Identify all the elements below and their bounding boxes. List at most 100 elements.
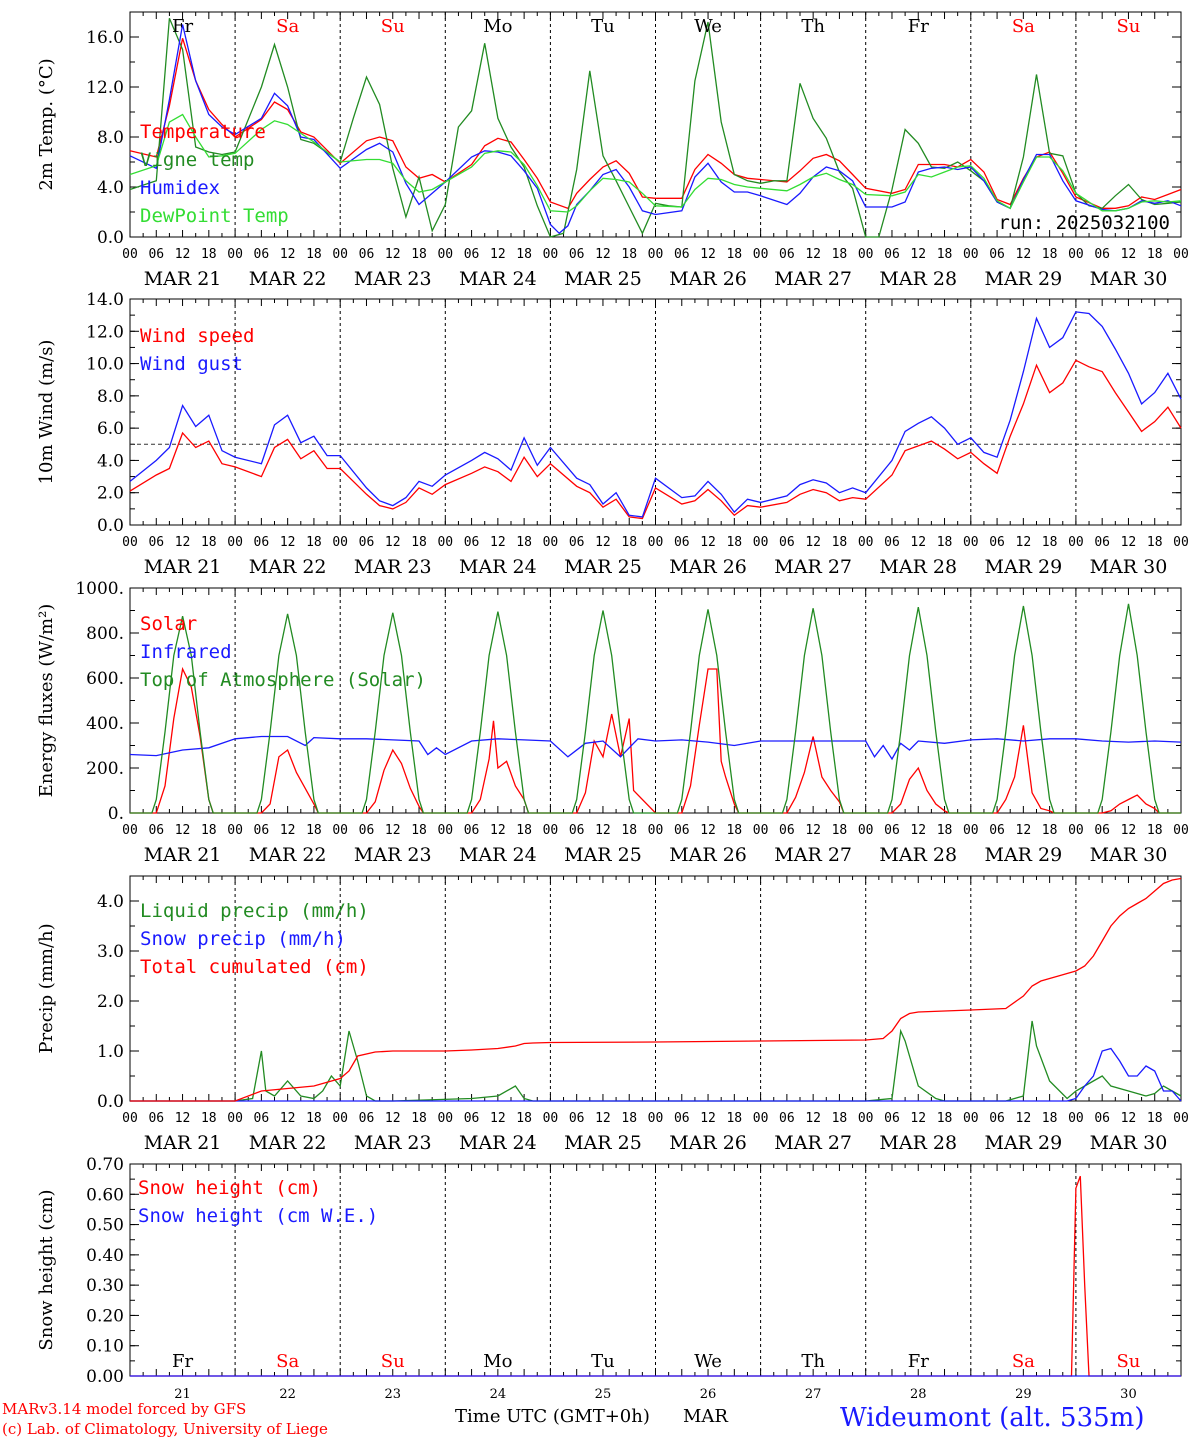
hour-tick-label: 00 xyxy=(227,823,243,838)
hour-tick-label: 00 xyxy=(543,1111,559,1126)
y-tick-label: 1.0 xyxy=(97,1042,124,1062)
legend: Snow height (cm) Snow height (cm W.E.) xyxy=(138,1177,378,1227)
hour-tick-label: 06 xyxy=(148,823,164,838)
credit-line-2: (c) Lab. of Climatology, University of L… xyxy=(2,1420,328,1438)
hour-tick-label: 12 xyxy=(175,823,191,838)
hour-tick-label: 00 xyxy=(1173,1111,1189,1126)
hour-tick-label: 12 xyxy=(385,1111,401,1126)
date-label: MAR 22 xyxy=(249,844,327,866)
date-label: MAR 24 xyxy=(459,1132,537,1154)
date-label: MAR 23 xyxy=(354,1132,432,1154)
hour-tick-label: 00 xyxy=(437,247,453,262)
date-label: MAR 29 xyxy=(984,1132,1062,1154)
hour-tick-label: 12 xyxy=(700,823,716,838)
y-tick-label: 12.0 xyxy=(86,322,124,342)
y-axis: 0.0 4.0 8.0 12.0 16.0 xyxy=(86,11,1181,248)
hour-tick-label: 06 xyxy=(359,247,375,262)
hour-tick-label: 06 xyxy=(779,823,795,838)
hour-tick-label: 18 xyxy=(621,823,637,838)
hour-tick-label: 18 xyxy=(411,823,427,838)
station-name: Wideumont (alt. 535m) xyxy=(840,1403,1144,1433)
hour-tick-label: 18 xyxy=(937,247,953,262)
y-tick-label: 0.30 xyxy=(86,1276,124,1296)
series-line-wind-speed xyxy=(129,359,1182,520)
date-label: MAR 24 xyxy=(459,268,537,290)
day-number: 26 xyxy=(700,1387,717,1402)
date-label: MAR 21 xyxy=(144,556,222,578)
hour-tick-label: 18 xyxy=(411,1111,427,1126)
hour-tick-label: 18 xyxy=(1147,535,1163,550)
y-tick-label: 1000. xyxy=(75,579,124,599)
hour-tick-label: 18 xyxy=(306,823,322,838)
series-line-snow-precip-mm-h- xyxy=(130,1047,1182,1102)
y-axis: 0.0 1.0 2.0 3.0 4.0 xyxy=(97,875,1181,1112)
legend-entry: Infrared xyxy=(140,641,232,663)
hour-tick-label: 18 xyxy=(621,247,637,262)
hour-tick-label: 00 xyxy=(543,535,559,550)
date-label: MAR 21 xyxy=(144,844,222,866)
hour-tick-label: 18 xyxy=(1147,247,1163,262)
hour-tick-label: 00 xyxy=(963,247,979,262)
hour-tick-label: 00 xyxy=(753,247,769,262)
day-number: 25 xyxy=(595,1387,612,1402)
series-line-total-cumulated-cm- xyxy=(130,877,1182,1102)
hour-tick-label: 06 xyxy=(884,535,900,550)
legend-entry: Wind speed xyxy=(140,325,254,347)
hour-tick-label: 18 xyxy=(306,247,322,262)
hour-tick-label: 12 xyxy=(700,247,716,262)
x-axis: 00 06 12 18 00 06 12 18 00 06 12 18 00 06 12 18 00 06 12 18… xyxy=(122,1111,1189,1154)
date-label: MAR 28 xyxy=(879,556,957,578)
hour-tick-label: 12 xyxy=(595,535,611,550)
hour-tick-label: 12 xyxy=(175,247,191,262)
date-label: MAR 25 xyxy=(564,1132,642,1154)
hour-tick-label: 12 xyxy=(280,1111,296,1126)
hour-tick-label: 06 xyxy=(674,1111,690,1126)
day-number: 24 xyxy=(490,1387,507,1402)
hour-tick-label: 18 xyxy=(516,535,532,550)
weekday-label: Su xyxy=(381,1351,405,1372)
hour-tick-label: 06 xyxy=(989,1111,1005,1126)
hour-tick-label: 12 xyxy=(910,247,926,262)
date-label: MAR 26 xyxy=(669,268,747,290)
date-label: MAR 25 xyxy=(564,844,642,866)
y-tick-label: 800. xyxy=(86,624,124,644)
hour-tick-label: 06 xyxy=(359,535,375,550)
hour-tick-label: 00 xyxy=(1173,823,1189,838)
day-number: 23 xyxy=(384,1387,401,1402)
weekday-label: Fr xyxy=(908,16,929,37)
date-label: MAR 27 xyxy=(774,268,852,290)
weekday-label: Tu xyxy=(591,1351,615,1372)
hour-tick-label: 18 xyxy=(621,1111,637,1126)
hour-tick-label: 18 xyxy=(832,823,848,838)
hour-tick-label: 12 xyxy=(280,535,296,550)
hour-tick-label: 12 xyxy=(805,823,821,838)
hour-tick-label: 00 xyxy=(1068,1111,1084,1126)
date-label: MAR 26 xyxy=(669,844,747,866)
y-axis-title: Precip (mm/h) xyxy=(36,923,57,1053)
hour-tick-label: 18 xyxy=(306,535,322,550)
x-axis: 00 06 12 18 00 06 12 18 00 06 12 18 00 06 12 18 00 06 12 18… xyxy=(122,247,1189,290)
hour-tick-label: 00 xyxy=(1068,823,1084,838)
hour-tick-label: 06 xyxy=(254,247,270,262)
y-tick-label: 12.0 xyxy=(86,78,124,98)
hour-tick-label: 18 xyxy=(411,535,427,550)
hour-tick-label: 12 xyxy=(1016,1111,1032,1126)
hour-tick-label: 06 xyxy=(884,247,900,262)
weekday-label: We xyxy=(694,1351,722,1372)
hour-tick-label: 12 xyxy=(385,535,401,550)
hour-tick-label: 18 xyxy=(1147,823,1163,838)
hour-tick-label: 00 xyxy=(858,1111,874,1126)
hour-tick-label: 06 xyxy=(674,823,690,838)
weekday-label: Sa xyxy=(276,16,299,37)
hour-tick-label: 06 xyxy=(569,823,585,838)
y-axis: 0.00 0.10 0.20 0.30 0.40 0.50 0.60 0.70 xyxy=(86,1155,1181,1387)
hour-tick-label: 18 xyxy=(937,823,953,838)
date-label: MAR 25 xyxy=(564,268,642,290)
hour-tick-label: 00 xyxy=(543,823,559,838)
day-number: 27 xyxy=(805,1387,822,1402)
date-label: MAR 29 xyxy=(984,556,1062,578)
date-label: MAR 22 xyxy=(249,1132,327,1154)
day-number: 21 xyxy=(174,1387,191,1402)
hour-tick-label: 06 xyxy=(674,535,690,550)
